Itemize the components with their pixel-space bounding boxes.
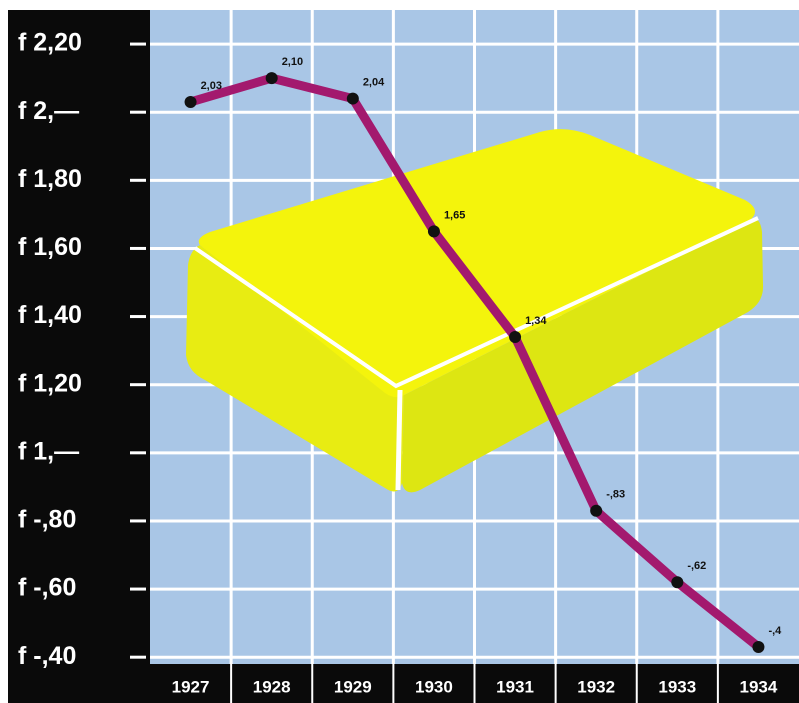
value-label: 1,34: [525, 315, 547, 327]
point: [346, 92, 359, 105]
soap-edge: [395, 389, 403, 491]
point: [671, 576, 684, 589]
y-tick-label: f 1,60: [18, 233, 82, 261]
y-tick-label: f 1,20: [18, 369, 82, 397]
left-strip: [8, 10, 150, 703]
value-label: 2,03: [201, 80, 222, 92]
value-label: -,83: [606, 489, 625, 501]
value-label: -,62: [687, 560, 706, 572]
point: [752, 640, 765, 653]
y-tick-label: f -,40: [18, 642, 76, 670]
x-tick-label: 1931: [496, 677, 534, 696]
y-tick-label: f 2,—: [18, 97, 79, 125]
x-tick-label: 1928: [253, 677, 291, 696]
soap: [186, 129, 764, 493]
y-tick-label: f 1,80: [18, 165, 82, 193]
point: [184, 95, 197, 108]
point: [427, 225, 440, 238]
point: [509, 331, 522, 343]
value-label: 1,65: [444, 209, 465, 221]
point: [265, 72, 278, 85]
soap-side: [402, 218, 764, 493]
value-label: 2,10: [282, 56, 303, 68]
y-tick-label: f 1,40: [18, 301, 82, 329]
x-tick-label: 1927: [172, 677, 210, 696]
x-tick-label: 1934: [740, 677, 778, 696]
x-tick-label: 1930: [415, 677, 453, 696]
line: [189, 73, 762, 651]
y-tick-label: f -,60: [18, 574, 76, 602]
value-label: -,4: [768, 625, 782, 637]
soap-top: [198, 129, 755, 398]
x-tick-label: 1933: [658, 677, 696, 696]
value-label: 2,04: [363, 76, 385, 88]
point: [590, 504, 603, 517]
soap-front: [186, 245, 404, 492]
y-tick-label: f 2,20: [18, 29, 82, 57]
y-tick-label: f -,80: [18, 506, 76, 534]
x-tick-label: 1932: [577, 677, 615, 696]
soap-edge: [193, 216, 759, 389]
x-tick-label: 1929: [334, 677, 372, 696]
y-tick-label: f 1,—: [18, 437, 79, 465]
